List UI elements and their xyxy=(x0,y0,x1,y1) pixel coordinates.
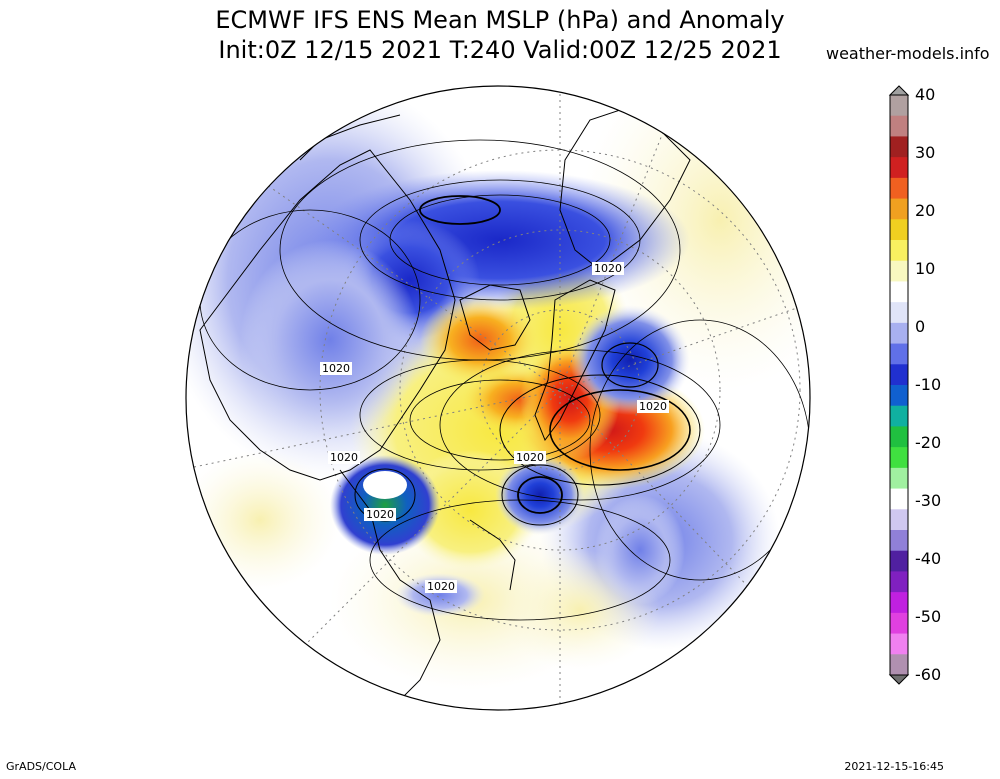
colorbar-tick-label: 0 xyxy=(915,317,926,336)
colorbar-bottom-arrow xyxy=(888,674,910,685)
anomaly-field xyxy=(186,86,810,710)
colorbar-swatch xyxy=(890,95,908,117)
contour-label: 1020 xyxy=(594,262,622,275)
colorbar-swatch xyxy=(890,385,908,407)
map-title-line2: Init:0Z 12/15 2021 T:240 Valid:00Z 12/25… xyxy=(218,36,782,64)
colorbar-tick-label: -20 xyxy=(915,433,942,452)
colorbar-tick-label: 40 xyxy=(915,85,936,104)
contour-label: 1020 xyxy=(330,451,358,464)
map-border xyxy=(185,85,811,711)
contour-label: 1020 xyxy=(516,451,544,464)
source-label: weather-models.info xyxy=(826,44,990,63)
colorbar-swatch xyxy=(890,571,908,593)
contour-label-group: 1020 1020 1020 1020 1020 1020 1020 xyxy=(320,262,669,593)
colorbar-swatch xyxy=(890,177,908,200)
colorbar-tick-label: -60 xyxy=(915,665,942,684)
colorbar-swatch xyxy=(890,654,908,676)
colorbar-swatch xyxy=(890,157,908,179)
graticule xyxy=(186,86,810,710)
colorbar-swatch xyxy=(890,592,908,614)
colorbar-tick-label: 10 xyxy=(915,259,936,278)
colorbar-swatch xyxy=(890,198,908,220)
contour-label: 1020 xyxy=(366,508,394,521)
contour-label: 1020 xyxy=(322,362,350,375)
colorbar-tick-label: -50 xyxy=(915,607,942,626)
colorbar-swatch xyxy=(890,550,908,572)
colorbar-swatch xyxy=(890,426,908,448)
colorbar-swatch xyxy=(890,343,908,365)
colorbar-swatch xyxy=(890,467,908,490)
colorbar-tick-label: -40 xyxy=(915,549,942,568)
contour-label: 1020 xyxy=(427,580,455,593)
colorbar-swatch xyxy=(890,364,908,386)
generated-timestamp: 2021-12-15-16:45 xyxy=(844,760,944,773)
colorbar-top-arrow xyxy=(888,85,910,96)
colorbar-swatch xyxy=(890,115,908,137)
colorbar-swatch xyxy=(890,488,908,510)
colorbar-swatch xyxy=(890,302,908,324)
map-title-line1: ECMWF IFS ENS Mean MSLP (hPa) and Anomal… xyxy=(215,6,785,34)
colorbar-tick-label: 20 xyxy=(915,201,936,220)
colorbar-swatch xyxy=(890,405,908,427)
colorbar xyxy=(888,85,910,685)
colorbar-swatch xyxy=(890,240,908,262)
colorbar-tick-label: 30 xyxy=(915,143,936,162)
colorbar-border xyxy=(889,94,909,676)
colorbar-swatch xyxy=(890,260,908,282)
colorbar-swatch xyxy=(890,633,908,655)
colorbar-tick-label: -10 xyxy=(915,375,942,394)
colorbar-swatch xyxy=(890,219,908,241)
contour-label: 1020 xyxy=(639,400,667,413)
colorbar-swatch xyxy=(890,136,908,158)
software-credit: GrADS/COLA xyxy=(6,760,76,773)
colorbar-swatch xyxy=(890,530,908,552)
colorbar-swatch xyxy=(890,322,908,345)
colorbar-swatch xyxy=(890,447,908,469)
colorbar-swatch xyxy=(890,509,908,531)
colorbar-swatch xyxy=(890,612,908,635)
colorbar-swatch xyxy=(890,281,908,303)
colorbar-tick-label: -30 xyxy=(915,491,942,510)
